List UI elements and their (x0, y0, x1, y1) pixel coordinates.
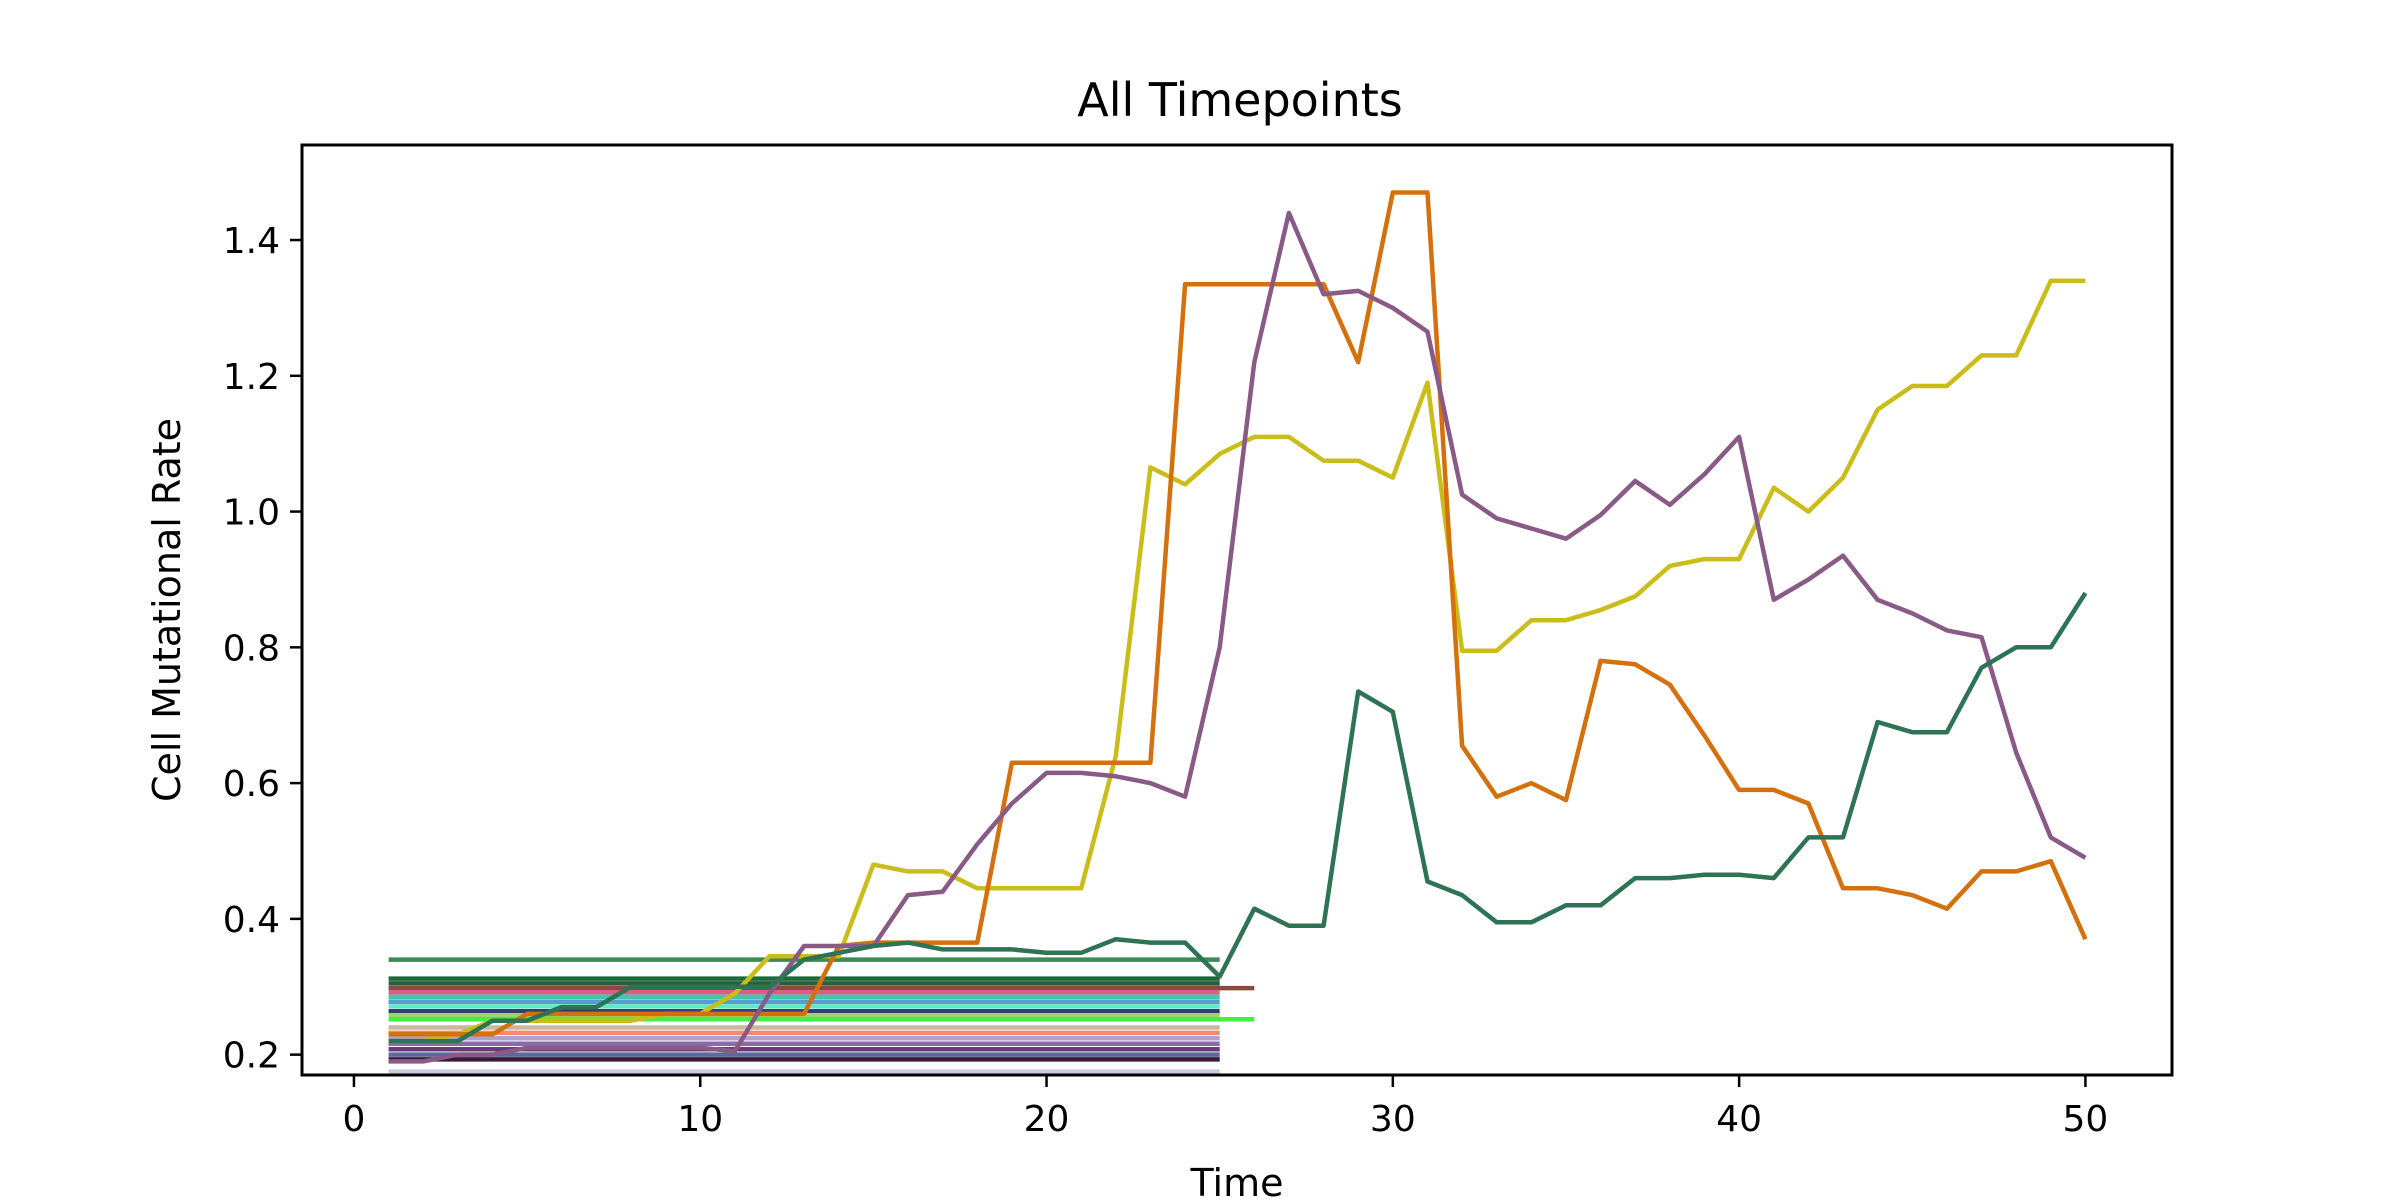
x-tick-label: 30 (1370, 1099, 1416, 1140)
x-tick-label: 50 (2063, 1099, 2109, 1140)
plot-lines (388, 190, 2088, 1074)
series-line-21 (388, 190, 2088, 1037)
y-tick-label: 1.2 (223, 357, 280, 398)
plot-frame (300, 143, 2174, 1077)
x-tick-label: 40 (1716, 1099, 1762, 1140)
y-axis-label: Cell Mutational Rate (145, 418, 189, 802)
y-tick-label: 0.4 (223, 900, 280, 941)
chart-title: All Timepoints (1077, 73, 1403, 127)
y-tick-label: 1.0 (223, 493, 280, 534)
x-tick-label: 0 (342, 1099, 365, 1140)
y-tick-label: 0.8 (223, 628, 280, 669)
y-tick-label: 1.4 (223, 221, 280, 262)
x-axis: 0 10 20 30 40 50 (342, 1075, 2108, 1140)
y-tick-label: 0.2 (223, 1036, 280, 1077)
y-tick-label: 0.6 (223, 764, 280, 805)
series-line-23 (388, 591, 2088, 1044)
x-tick-label: 20 (1024, 1099, 1070, 1140)
y-axis: 0.2 0.4 0.6 0.8 1.0 1.2 1.4 (223, 221, 302, 1077)
series-line-22 (388, 210, 2087, 1064)
x-tick-label: 10 (677, 1099, 723, 1140)
x-axis-label: Time (1190, 1161, 1284, 1200)
series-line-20 (388, 278, 2086, 1044)
